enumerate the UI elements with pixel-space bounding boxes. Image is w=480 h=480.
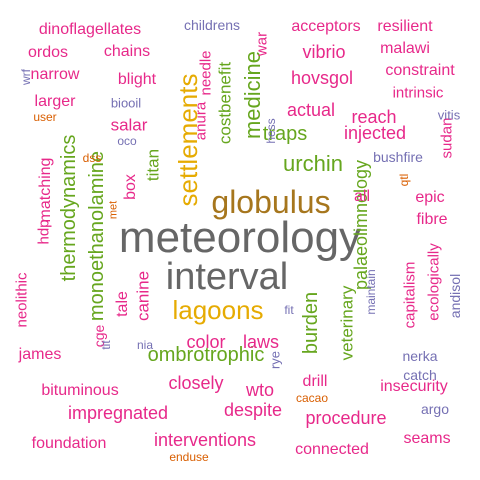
cloud-word: nia bbox=[136, 338, 154, 352]
cloud-word: urchin bbox=[283, 151, 343, 176]
cloud-word: nerka bbox=[402, 348, 438, 364]
cloud-word: met bbox=[107, 200, 120, 220]
cloud-word: salar bbox=[110, 115, 148, 135]
cloud-word: canine bbox=[133, 270, 153, 322]
cloud-word: box bbox=[122, 174, 139, 200]
cloud-word: war bbox=[253, 31, 271, 57]
cloud-word: closely bbox=[168, 373, 224, 393]
cloud-word: vitis bbox=[437, 107, 461, 123]
cloud-word: fibre bbox=[416, 211, 448, 228]
cloud-word: cacao bbox=[295, 391, 329, 405]
cloud-word: despite bbox=[223, 400, 283, 420]
cloud-word: maintain bbox=[364, 269, 378, 315]
cloud-word: rye bbox=[267, 350, 283, 370]
cloud-word: color bbox=[186, 332, 226, 352]
cloud-word: needle bbox=[197, 50, 215, 96]
cloud-word: lagoons bbox=[172, 295, 264, 325]
cloud-word: monoethanolamine bbox=[86, 150, 108, 322]
cloud-word: user bbox=[33, 110, 57, 124]
cloud-word: wrf bbox=[19, 69, 33, 85]
cloud-word: injected bbox=[343, 123, 407, 143]
cloud-word: anura bbox=[192, 101, 210, 141]
cloud-word: actual bbox=[286, 100, 336, 120]
cloud-word: thermodynamics bbox=[58, 134, 80, 282]
cloud-word: globulus bbox=[211, 184, 331, 220]
cloud-word: vibrio bbox=[302, 42, 346, 62]
cloud-word: burden bbox=[300, 291, 322, 355]
cloud-word: blight bbox=[117, 71, 157, 88]
cloud-word: enduse bbox=[169, 450, 209, 464]
cloud-word: hdp bbox=[35, 219, 53, 245]
cloud-word: james bbox=[18, 346, 62, 363]
cloud-word: ombrotrophic bbox=[147, 344, 265, 366]
cloud-word: matching bbox=[37, 157, 54, 223]
cloud-word: fit bbox=[284, 303, 294, 317]
cloud-word: capitalism bbox=[401, 261, 419, 329]
cloud-word: larger bbox=[34, 93, 76, 110]
cloud-word: interventions bbox=[153, 430, 257, 450]
cloud-word: insecurity bbox=[380, 378, 448, 395]
cloud-word: chains bbox=[103, 43, 151, 60]
cloud-word: laws bbox=[242, 332, 280, 352]
cloud-word: argo bbox=[420, 401, 450, 417]
cloud-word: resilient bbox=[377, 18, 433, 35]
cloud-word: malawi bbox=[380, 40, 430, 57]
cloud-word: constraint bbox=[385, 62, 455, 79]
cloud-word: drill bbox=[302, 373, 328, 390]
cloud-word: veterinary bbox=[337, 285, 357, 361]
cloud-word: tit bbox=[99, 340, 113, 350]
cloud-word: impregnated bbox=[67, 403, 169, 423]
cloud-word: catch bbox=[403, 367, 437, 383]
cloud-word: narrow bbox=[30, 66, 80, 83]
cloud-word: ecologically bbox=[425, 243, 443, 321]
cloud-word: medicine bbox=[240, 50, 265, 140]
cloud-word: ordos bbox=[27, 44, 69, 61]
cloud-word: reach bbox=[351, 107, 397, 127]
cloud-word: childrens bbox=[183, 17, 241, 33]
cloud-word: connected bbox=[295, 441, 369, 458]
cloud-word: hovsgol bbox=[290, 68, 354, 88]
cloud-word: meteorology bbox=[118, 213, 362, 262]
cloud-word: wto bbox=[245, 380, 275, 400]
cloud-word: procedure bbox=[305, 408, 387, 428]
cloud-word: titan bbox=[143, 148, 163, 182]
cloud-word: intrinsic bbox=[392, 84, 444, 102]
cloud-word: tale bbox=[114, 291, 131, 317]
cloud-word: qtl bbox=[397, 173, 411, 187]
cloud-word: interval bbox=[165, 256, 289, 298]
cloud-word: oco bbox=[117, 134, 137, 148]
cloud-word: all bbox=[353, 188, 371, 205]
cloud-word: traps bbox=[262, 123, 308, 145]
cloud-word: sudan bbox=[438, 117, 456, 159]
cloud-word: andisol bbox=[447, 273, 463, 319]
cloud-word: dinoflagellates bbox=[38, 21, 142, 38]
cloud-word: dss bbox=[82, 151, 102, 165]
cloud-word: bituminous bbox=[41, 382, 119, 399]
cloud-word: epic bbox=[415, 189, 445, 206]
cloud-word: hess bbox=[264, 118, 278, 144]
cloud-word: acceptors bbox=[291, 18, 361, 35]
cloud-word: seams bbox=[403, 430, 451, 447]
cloud-word: bushfire bbox=[373, 149, 423, 165]
cloud-word: foundation bbox=[31, 435, 107, 452]
cloud-word: costbenefit bbox=[215, 61, 235, 145]
cloud-word: biooil bbox=[110, 95, 142, 111]
cloud-word: neolithic bbox=[13, 272, 31, 328]
